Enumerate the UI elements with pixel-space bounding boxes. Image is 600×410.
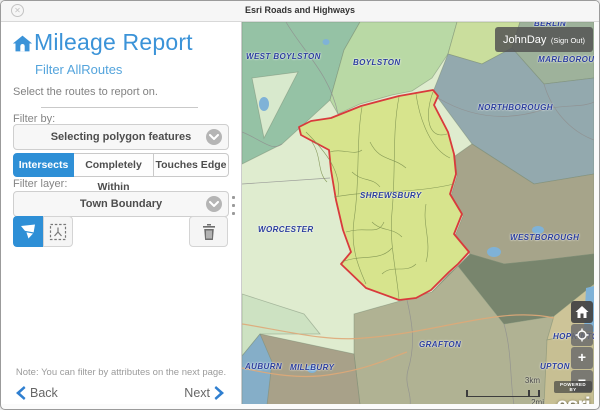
shape-select-icon [49, 223, 67, 241]
map-canvas[interactable]: WEST BOYLSTON BOYLSTON BERLIN MARLBOROUG… [242, 22, 594, 404]
chevron-right-icon [214, 386, 224, 400]
back-button[interactable]: Back [13, 384, 62, 404]
locate-icon [575, 328, 589, 342]
select-by-polygon-button[interactable] [13, 216, 43, 247]
spatial-mode-group: Intersects Completely Within Touches Edg… [13, 153, 229, 193]
note-text: Note: You can filter by attributes on th… [15, 367, 227, 378]
chevron-left-icon [16, 386, 26, 400]
mileage-report-panel: Mileage Report Filter AllRoutes Select t… [1, 22, 242, 404]
filter-method-dropdown[interactable]: Selecting polygon features [13, 124, 229, 150]
mode-touches-edge-button[interactable]: Touches Edge [154, 153, 229, 177]
mode-completely-within-button[interactable]: Completely Within [74, 153, 154, 193]
town-label: UPTON [540, 362, 570, 371]
divider [41, 107, 198, 108]
sign-out-label: (Sign Out) [550, 36, 586, 45]
scale-bar [466, 388, 540, 397]
page-subtitle: Filter AllRoutes [35, 62, 123, 77]
zoom-in-button[interactable]: + [571, 347, 593, 369]
scale-mi-label: 2mi [531, 398, 544, 404]
filter-by-label: Filter by: [13, 113, 56, 125]
next-label: Next [184, 386, 210, 400]
town-label: BOYLSTON [353, 58, 401, 67]
clear-selection-button[interactable] [189, 216, 228, 247]
back-label: Back [30, 386, 58, 400]
polygon-select-icon [21, 224, 35, 240]
next-button[interactable]: Next [180, 384, 227, 404]
town-label: WORCESTER [258, 225, 314, 234]
selected-polygon-shrewsbury [298, 89, 470, 301]
chevron-down-icon [206, 196, 222, 212]
mode-intersects-button[interactable]: Intersects [13, 153, 74, 177]
filter-layer-value: Town Boundary [79, 198, 163, 210]
filter-method-value: Selecting polygon features [50, 131, 192, 143]
window-titlebar: ✕ Esri Roads and Highways [1, 1, 599, 22]
filter-layer-label: Filter layer: [13, 178, 68, 190]
instruction-text: Select the routes to report on. [13, 86, 158, 98]
home-icon [575, 306, 589, 318]
powered-by-label: POWERED BY [554, 381, 592, 393]
selection-tool-group [13, 216, 73, 247]
chevron-down-icon [206, 129, 222, 145]
town-label: BERLIN [534, 22, 567, 28]
window-title: Esri Roads and Highways [244, 5, 356, 15]
minus-icon: − [577, 372, 587, 388]
town-label: MARLBOROUGH [538, 55, 594, 64]
filter-layer-dropdown[interactable]: Town Boundary [13, 191, 229, 217]
close-icon[interactable]: ✕ [11, 4, 24, 17]
town-label: WESTBOROUGH [510, 233, 580, 242]
user-sign-out-button[interactable]: JohnDay (Sign Out) [495, 27, 594, 52]
town-label: AUBURN [245, 362, 283, 371]
user-name: JohnDay [503, 34, 547, 46]
town-label-selected: SHREWSBURY [360, 191, 422, 200]
home-extent-button[interactable] [571, 301, 593, 323]
page-title: Mileage Report [34, 29, 193, 55]
town-label: MILLBURY [290, 363, 335, 372]
locate-button[interactable] [571, 324, 593, 346]
select-by-shape-button[interactable] [43, 216, 73, 247]
esri-logo: esri [554, 395, 592, 404]
basemap-towns [242, 22, 594, 404]
town-label: NORTHBOROUGH [478, 103, 553, 112]
town-label: GRAFTON [419, 340, 462, 349]
town-label: WEST BOYLSTON [246, 52, 321, 61]
house-icon [12, 33, 33, 59]
panel-resize-handle[interactable] [232, 196, 238, 222]
trash-icon [203, 224, 215, 240]
plus-icon: + [577, 349, 587, 365]
scale-km-label: 3km [524, 376, 540, 385]
esri-attribution: POWERED BY esri [554, 378, 592, 404]
